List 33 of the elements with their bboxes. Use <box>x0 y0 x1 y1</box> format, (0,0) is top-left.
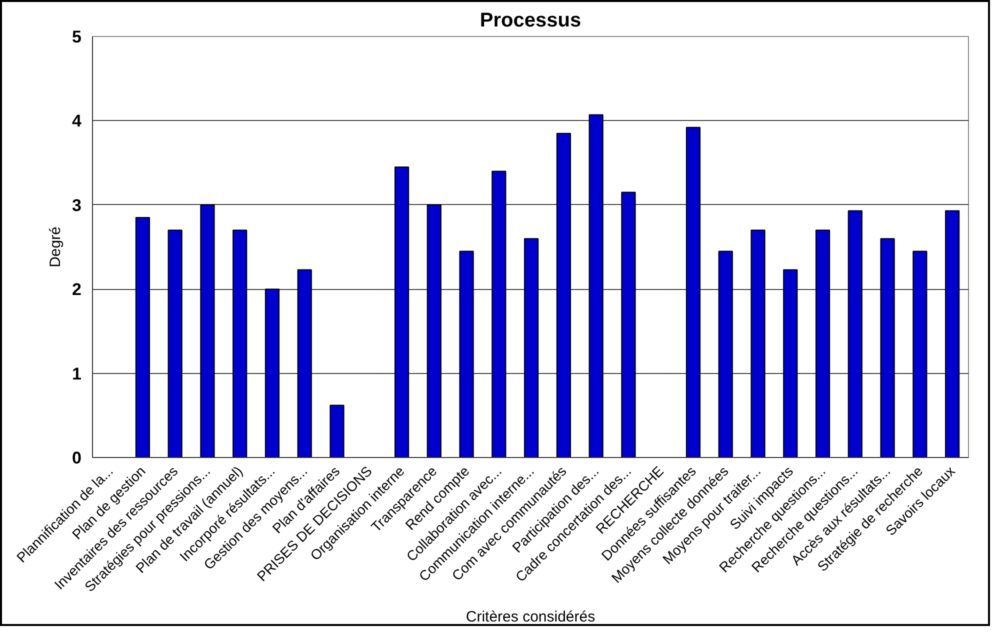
y-tick-label: 1 <box>72 364 82 384</box>
bar <box>168 230 182 458</box>
bar <box>718 250 733 458</box>
bar <box>783 269 798 458</box>
y-tick-label: 2 <box>72 280 82 300</box>
y-tick-label: 5 <box>72 28 82 46</box>
bar <box>556 132 571 458</box>
bar <box>848 210 862 458</box>
chart-title: Processus <box>480 10 582 32</box>
y-axis-title: Degré <box>47 226 64 268</box>
bar <box>815 230 830 458</box>
bar <box>297 269 312 458</box>
bar <box>200 204 215 458</box>
bar <box>394 166 410 458</box>
bar <box>330 404 344 458</box>
y-tick-label: 0 <box>72 448 82 468</box>
x-axis-title: Critères considérés <box>466 608 596 626</box>
bar <box>459 250 474 458</box>
bar <box>945 210 960 458</box>
bar <box>524 238 539 458</box>
bar <box>912 250 928 458</box>
bar <box>686 126 701 458</box>
bar <box>621 192 636 458</box>
bar <box>232 230 248 458</box>
bar <box>426 204 442 458</box>
bar <box>135 217 150 458</box>
y-tick-label: 3 <box>72 196 82 215</box>
y-tick-label: 4 <box>72 112 82 131</box>
bar <box>264 288 280 458</box>
bar <box>880 238 895 458</box>
bar <box>588 114 604 458</box>
bar <box>492 170 506 458</box>
bar <box>750 230 766 458</box>
